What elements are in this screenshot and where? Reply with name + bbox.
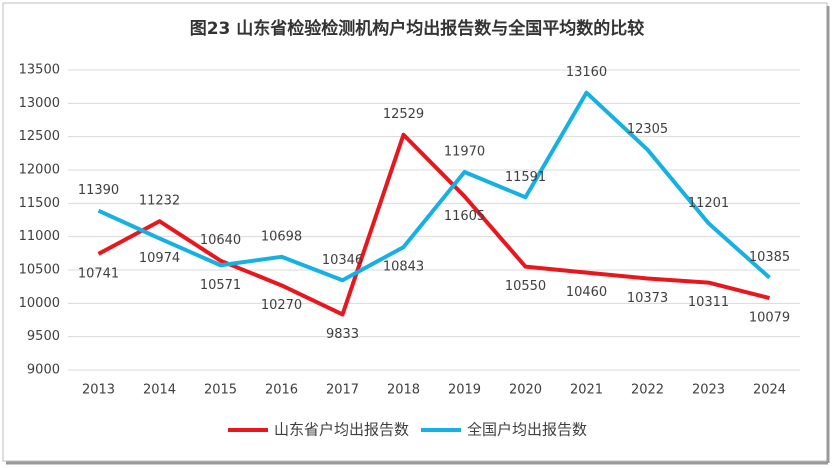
data-label: 10460	[566, 285, 607, 300]
x-tick-label: 2020	[509, 383, 542, 398]
data-label: 10270	[261, 298, 302, 313]
data-label: 10640	[200, 233, 241, 248]
y-tick-label: 12500	[19, 129, 60, 144]
data-label: 10311	[688, 295, 729, 310]
data-label: 10346	[322, 253, 363, 268]
y-tick-label: 11000	[19, 229, 60, 244]
data-label: 12529	[383, 107, 424, 122]
data-label: 11591	[505, 170, 546, 185]
y-tick-label: 11500	[19, 196, 60, 211]
x-tick-label: 2018	[387, 383, 420, 398]
data-label: 10974	[139, 251, 180, 266]
data-label: 9833	[326, 327, 359, 342]
data-label: 10741	[78, 266, 119, 281]
data-label: 11605	[444, 209, 485, 224]
series-line	[97, 90, 771, 283]
y-tick-label: 10000	[19, 296, 60, 311]
series-line	[97, 132, 770, 317]
data-label: 11232	[139, 194, 180, 209]
data-label: 10385	[749, 250, 790, 265]
y-tick-label: 10500	[19, 263, 60, 278]
data-label: 11390	[78, 183, 119, 198]
x-tick-label: 2021	[570, 383, 603, 398]
data-label: 10843	[383, 260, 424, 275]
x-tick-label: 2015	[204, 383, 237, 398]
data-label: 13160	[566, 65, 607, 80]
data-label: 12305	[627, 122, 668, 137]
y-tick-label: 13000	[19, 96, 60, 111]
x-tick-label: 2022	[631, 383, 664, 398]
data-label: 10698	[261, 229, 302, 244]
data-label: 10550	[505, 279, 546, 294]
data-label: 11970	[444, 145, 485, 160]
x-tick-label: 2013	[82, 383, 115, 398]
data-label: 10373	[627, 291, 668, 306]
x-tick-label: 2017	[326, 383, 359, 398]
x-tick-label: 2023	[692, 383, 725, 398]
x-tick-label: 2016	[265, 383, 298, 398]
y-tick-label: 9500	[27, 329, 60, 344]
x-tick-label: 2014	[143, 383, 176, 398]
x-tick-label: 2019	[448, 383, 481, 398]
legend-label: 全国户均出报告数	[467, 421, 587, 439]
legend-label: 山东省户均出报告数	[274, 421, 409, 439]
x-tick-label: 2024	[753, 383, 786, 398]
y-tick-label: 13500	[19, 63, 60, 78]
data-label: 10079	[749, 311, 790, 326]
y-tick-label: 12000	[19, 163, 60, 178]
data-label: 11201	[688, 196, 729, 211]
data-label: 10571	[200, 278, 241, 293]
chart-title: 图23 山东省检验检测机构户均出报告数与全国平均数的比较	[190, 18, 645, 39]
y-tick-label: 9000	[27, 363, 60, 378]
